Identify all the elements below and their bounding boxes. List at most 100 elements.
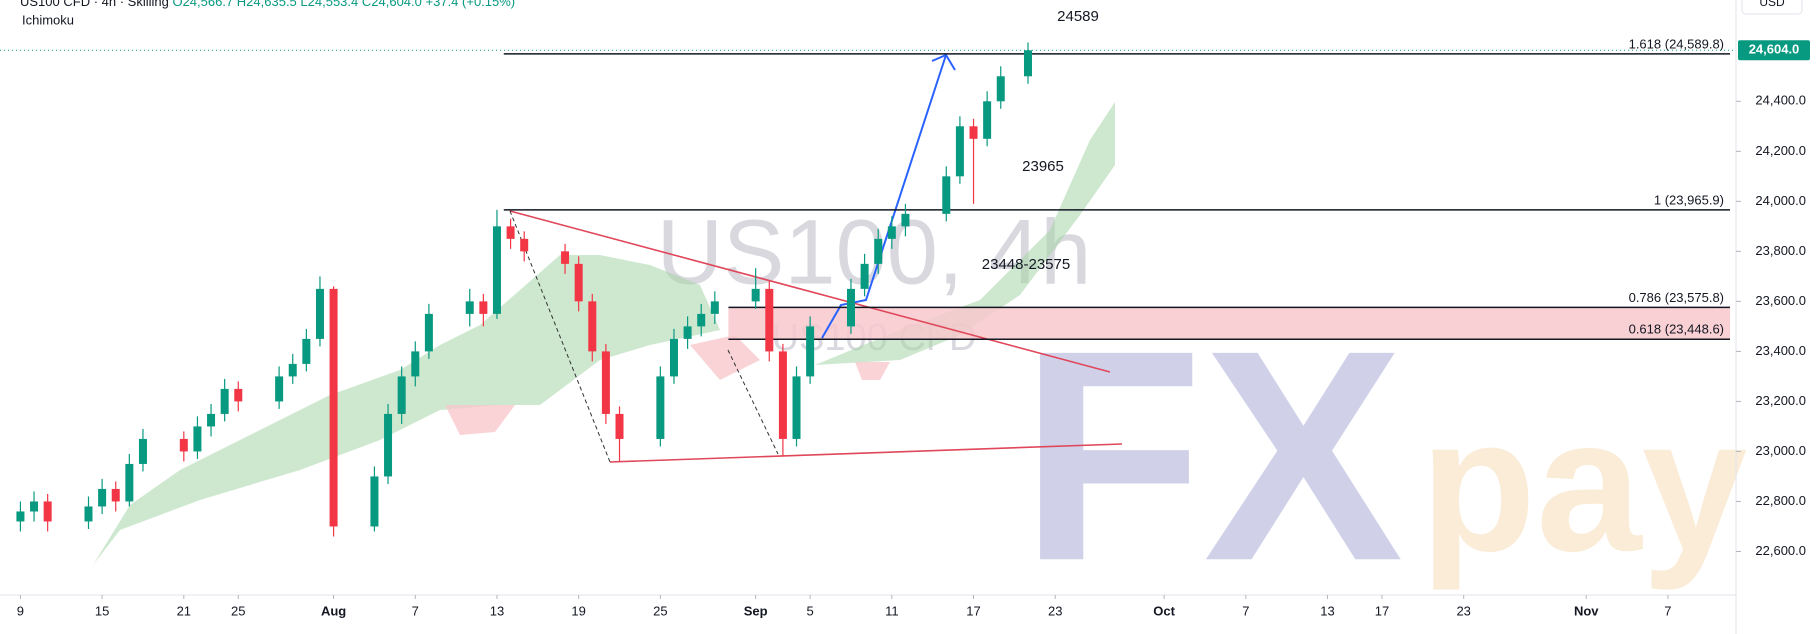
candle-body	[683, 326, 692, 339]
x-tick-label: 5	[807, 603, 814, 618]
candle-body	[656, 376, 665, 439]
currency-button[interactable]	[1741, 0, 1803, 15]
logo-watermark: FX pay	[1020, 287, 1747, 623]
x-tick-label: 7	[1664, 603, 1671, 618]
candle-body	[846, 288, 855, 327]
cloud-red	[855, 362, 890, 380]
logo-pay: pay	[1420, 379, 1747, 591]
candle-body	[84, 506, 93, 522]
annotation: 23965	[1022, 158, 1064, 175]
cloud-green	[93, 255, 720, 565]
x-tick-label: 13	[490, 603, 504, 618]
header: US100 CFD · 4h · Skilling O24,566.7 H24,…	[20, 0, 515, 9]
y-tick-label: 24,000.0	[1755, 193, 1806, 208]
candle-body	[138, 438, 147, 464]
x-tick-label: 17	[966, 603, 980, 618]
y-tick-label: 22,800.0	[1755, 493, 1806, 508]
candle-body	[207, 413, 216, 427]
candle-body	[887, 226, 896, 239]
annotation: 23448-23575	[982, 256, 1070, 273]
y-tick-label: 24,200.0	[1755, 143, 1806, 158]
x-tick-label: 13	[1320, 603, 1334, 618]
x-tick-label: 17	[1375, 603, 1389, 618]
y-tick-label: 23,200.0	[1755, 393, 1806, 408]
candle-body	[615, 413, 624, 439]
dashed-line	[509, 210, 611, 463]
cloud-red	[445, 405, 515, 435]
candle-body	[220, 388, 229, 414]
last-price-tag	[1738, 40, 1810, 61]
annotation: 24589	[1057, 8, 1099, 25]
candle-body	[98, 488, 107, 507]
fib-label: 1 (23,965.9)	[1654, 192, 1724, 207]
candle-body	[792, 376, 801, 439]
candle-body	[506, 226, 515, 239]
candle-body	[288, 363, 297, 377]
logo-fx: FX	[1020, 287, 1405, 623]
header-low: L24,553.4	[300, 0, 358, 9]
currency-label: USD	[1759, 0, 1785, 9]
candle-body	[315, 288, 324, 339]
candle-body	[901, 213, 910, 227]
x-tick-label: 23	[1456, 603, 1470, 618]
zone-layer	[728, 307, 1730, 340]
x-tick-label: 11	[885, 603, 899, 618]
header-change: +37.4 (+0.15%)	[426, 0, 516, 9]
fib-label: 1.618 (24,589.8)	[1629, 36, 1724, 51]
x-tick-label: 9	[17, 603, 24, 618]
candle-body	[588, 301, 597, 352]
candle-body	[370, 476, 379, 527]
y-tick-label: 23,400.0	[1755, 343, 1806, 358]
x-tick-label: 15	[95, 603, 109, 618]
candle-body	[996, 76, 1005, 102]
candle-body	[424, 313, 433, 352]
candle-body	[125, 463, 134, 502]
candle-body	[601, 351, 610, 414]
header-close: C24,604.0	[362, 0, 422, 9]
candle-body	[860, 263, 869, 289]
candle-body	[30, 501, 39, 512]
x-tick-label: 25	[231, 603, 245, 618]
candle-body	[969, 126, 978, 139]
candle-body	[669, 338, 678, 377]
candle-body	[1023, 50, 1032, 77]
candle-body	[778, 351, 787, 439]
candle-body	[111, 488, 120, 502]
candle-body	[697, 313, 706, 327]
cloud-red	[690, 335, 760, 380]
candle-body	[179, 438, 188, 452]
candle-body	[16, 511, 25, 522]
header-open: O24,566.7	[172, 0, 233, 9]
plot: 1.618 (24,589.8) 1 (23,965.9) 0.786 (23,57…	[16, 8, 1730, 537]
candle-body	[384, 413, 393, 477]
candle-body	[806, 326, 815, 377]
candle-body	[465, 301, 474, 314]
x-tick-label: 7	[412, 603, 419, 618]
ichimoku-cloud-red	[445, 335, 890, 435]
candle-body	[765, 288, 774, 352]
y-tick-label: 23,800.0	[1755, 243, 1806, 258]
candle-body	[397, 376, 406, 414]
candle-body	[561, 251, 570, 264]
candle-body	[751, 288, 760, 302]
candle-body	[329, 288, 338, 527]
x-tick-label: Aug	[321, 603, 346, 618]
candle-body	[43, 501, 52, 522]
x-tick-label: 25	[653, 603, 667, 618]
trendline	[609, 443, 1123, 463]
x-tick-label: Oct	[1153, 603, 1175, 618]
y-tick-label: 23,600.0	[1755, 293, 1806, 308]
header-high: H24,635.5	[237, 0, 297, 9]
candle-body	[983, 101, 992, 139]
candle-body	[275, 376, 284, 402]
candle-body	[411, 351, 420, 377]
header-symbol: US100 CFD · 4h · Skilling	[20, 0, 169, 9]
fib-label: 0.618 (23,448.6)	[1629, 322, 1724, 337]
candle-body	[479, 301, 488, 314]
trendline	[509, 210, 1111, 373]
y-tick-label: 24,400.0	[1755, 93, 1806, 108]
candle-body	[874, 238, 883, 264]
last-price-label: 24,604.0	[1749, 42, 1800, 57]
